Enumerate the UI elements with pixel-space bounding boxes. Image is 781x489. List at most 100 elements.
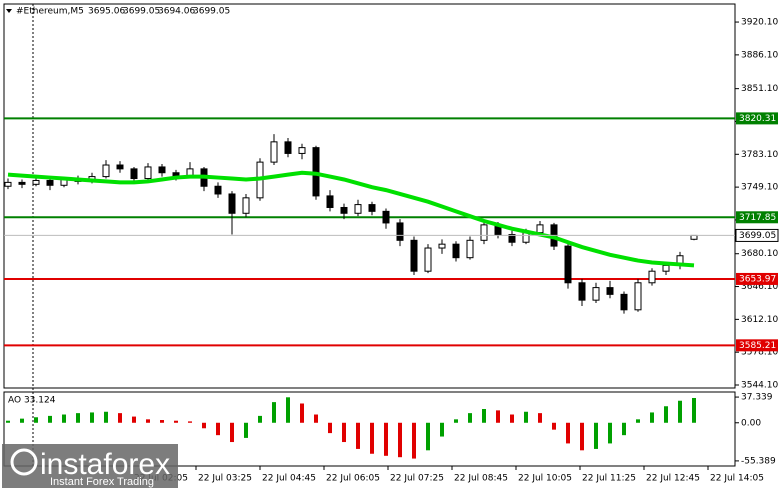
header-ohlc: 3699.05 <box>123 7 160 17</box>
ao-bar <box>272 402 276 423</box>
candle-body <box>214 185 222 195</box>
ao-bar <box>6 420 10 423</box>
candle-body <box>4 181 12 187</box>
x-tick-label: 22 Jul 10:05 <box>518 474 572 484</box>
ao-bar <box>118 413 122 423</box>
ao-bar <box>440 422 444 437</box>
symbol: #Ethereum,M5 <box>16 7 84 17</box>
moving-average <box>7 170 695 268</box>
candle-body <box>410 239 418 272</box>
candle-body <box>648 270 656 284</box>
x-tick-label: 22 Jul 03:25 <box>198 474 252 484</box>
candle-body <box>340 206 348 214</box>
candle-body <box>508 234 516 243</box>
candle-body <box>32 179 40 185</box>
level-tag-label: 3653.97 <box>739 274 776 284</box>
y-tick-label: 3680.10 <box>741 249 778 259</box>
level-tag <box>736 112 778 125</box>
candle-body <box>144 166 152 180</box>
header-arrow <box>6 9 12 13</box>
ao-bar <box>678 400 682 423</box>
y-tick-label: 3920.10 <box>741 18 778 28</box>
watermark-icon <box>10 448 38 476</box>
header-ohlc: 3699.05 <box>193 7 230 17</box>
candle-body <box>158 166 166 174</box>
ao-bar <box>482 409 486 423</box>
ao-bar <box>566 422 570 444</box>
ao-bar <box>664 406 668 423</box>
candle-body <box>298 147 306 154</box>
ao-bar <box>426 422 430 451</box>
ao-tick-label: 37.339 <box>741 393 773 403</box>
candle-body <box>662 264 670 272</box>
ao-bar <box>314 414 318 423</box>
candle-body <box>452 243 460 259</box>
ao-bar <box>496 410 500 423</box>
ao-bar <box>174 420 178 423</box>
candle-body <box>466 239 474 259</box>
ao-bar <box>62 414 66 423</box>
ao-bar <box>650 412 654 423</box>
candle-body <box>592 287 600 301</box>
ao-bar <box>258 415 262 423</box>
watermark-tagline: Instant Forex Trading <box>50 476 154 488</box>
y-tick-label: 3851.10 <box>741 84 778 94</box>
candle-body <box>424 247 432 272</box>
ao-bar <box>48 415 52 423</box>
ao-bar <box>76 413 80 423</box>
ao-bar <box>104 411 108 423</box>
ao-bar <box>244 422 248 438</box>
ao-bar <box>384 422 388 456</box>
candle-body <box>326 195 334 208</box>
ao-bar <box>398 422 402 458</box>
ao-bar <box>356 422 360 449</box>
y-tick-label: 3749.10 <box>741 183 778 193</box>
candle-body <box>46 179 54 186</box>
x-tick-label: 22 Jul 08:45 <box>454 474 508 484</box>
candle-body <box>438 243 446 249</box>
ao-bar <box>132 416 136 423</box>
ao-tick-label: 0.00 <box>741 418 761 428</box>
candle-body <box>480 224 488 241</box>
ao-bar <box>538 413 542 423</box>
level-tag <box>736 339 778 352</box>
ao-bar <box>370 422 374 454</box>
candle-body <box>606 287 614 295</box>
candle-body <box>116 164 124 170</box>
candle-body <box>382 210 390 224</box>
level-tag <box>736 211 778 224</box>
ao-bar <box>622 422 626 436</box>
watermark-brand: instaforex <box>40 448 170 481</box>
ao-bar <box>608 422 612 444</box>
y-tick-label: 3578.10 <box>741 348 778 358</box>
header-ohlc: 3694.06 <box>158 7 195 17</box>
ao-bar <box>636 419 640 423</box>
x-tick-label: 22 Jul 04:45 <box>262 474 316 484</box>
candle-body <box>396 222 404 241</box>
candle-body <box>228 193 236 214</box>
candle-body <box>620 293 628 311</box>
ao-bar <box>216 422 220 436</box>
x-tick-label: 22 Jul 12:45 <box>646 474 700 484</box>
ao-bar <box>552 422 556 430</box>
ao-bar <box>524 411 528 423</box>
ao-bar <box>692 397 696 423</box>
ao-bar <box>90 412 94 423</box>
ao-bar <box>594 422 598 449</box>
level-tag-label: 3820.31 <box>739 114 776 124</box>
current-price-tag <box>735 228 779 242</box>
ao-bar <box>510 414 514 423</box>
candle-body <box>242 197 250 214</box>
y-tick-label: 3646.10 <box>741 282 778 292</box>
x-tick-label: 22 Jul 07:25 <box>390 474 444 484</box>
ao-bar <box>34 417 38 423</box>
y-tick-label: 3612.10 <box>741 315 778 325</box>
y-tick-label: 3544.10 <box>741 381 778 391</box>
candle-body <box>270 141 278 163</box>
ao-bar <box>342 422 346 443</box>
candle-body <box>536 224 544 234</box>
ao-bar <box>202 422 206 429</box>
ao-bar <box>454 419 458 423</box>
candle-body <box>130 168 138 180</box>
